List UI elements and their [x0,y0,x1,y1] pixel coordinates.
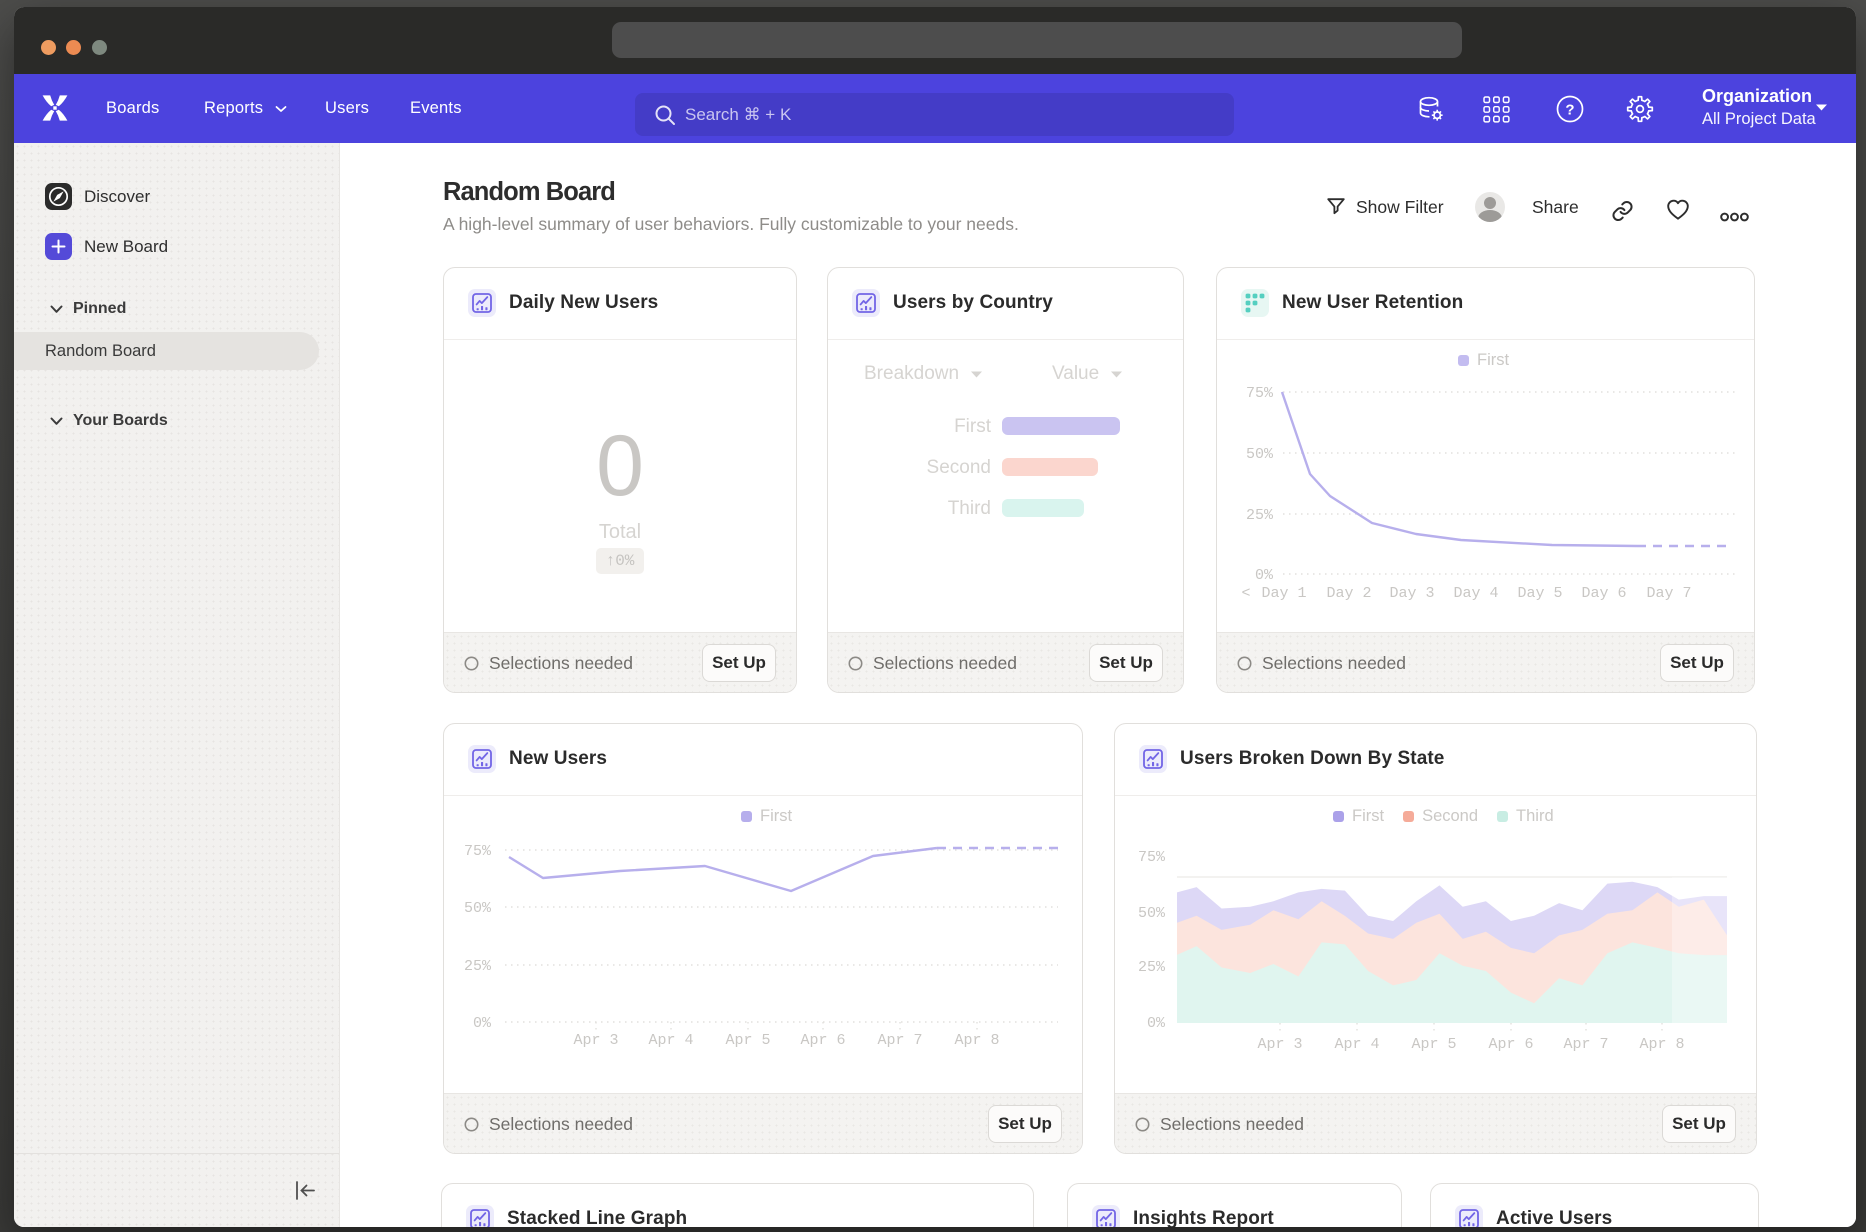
svg-text:75%: 75% [464,843,492,860]
svg-text:Day 7: Day 7 [1646,585,1691,602]
svg-text:0%: 0% [473,1015,492,1032]
svg-text:Day 5: Day 5 [1517,585,1562,602]
svg-text:75%: 75% [1246,385,1274,402]
svg-text:50%: 50% [1246,446,1274,463]
svg-text:Apr 5: Apr 5 [1411,1036,1456,1053]
svg-text:<: < [1241,585,1250,602]
svg-text:25%: 25% [464,958,492,975]
svg-text:75%: 75% [1138,849,1166,866]
svg-text:Apr 5: Apr 5 [725,1032,770,1049]
svg-text:Apr 8: Apr 8 [1639,1036,1684,1053]
svg-text:Apr 6: Apr 6 [800,1032,845,1049]
svg-text:Day 2: Day 2 [1326,585,1371,602]
svg-text:0%: 0% [1255,567,1274,584]
svg-text:Apr 8: Apr 8 [954,1032,999,1049]
svg-text:Apr 6: Apr 6 [1488,1036,1533,1053]
svg-text:Apr 7: Apr 7 [1563,1036,1608,1053]
svg-text:Apr 4: Apr 4 [648,1032,693,1049]
svg-text:Day 3: Day 3 [1389,585,1434,602]
svg-text:50%: 50% [464,900,492,917]
svg-text:25%: 25% [1138,959,1166,976]
svg-text:Day 6: Day 6 [1581,585,1626,602]
svg-text:Apr 3: Apr 3 [1257,1036,1302,1053]
svg-text:Day 4: Day 4 [1453,585,1498,602]
svg-text:Apr 4: Apr 4 [1334,1036,1379,1053]
svg-text:50%: 50% [1138,905,1166,922]
svg-text:25%: 25% [1246,507,1274,524]
svg-text:Day 1: Day 1 [1261,585,1306,602]
svg-text:Apr 3: Apr 3 [573,1032,618,1049]
svg-text:0%: 0% [1147,1015,1166,1032]
svg-text:?: ? [1565,102,1574,119]
svg-text:Apr 7: Apr 7 [877,1032,922,1049]
